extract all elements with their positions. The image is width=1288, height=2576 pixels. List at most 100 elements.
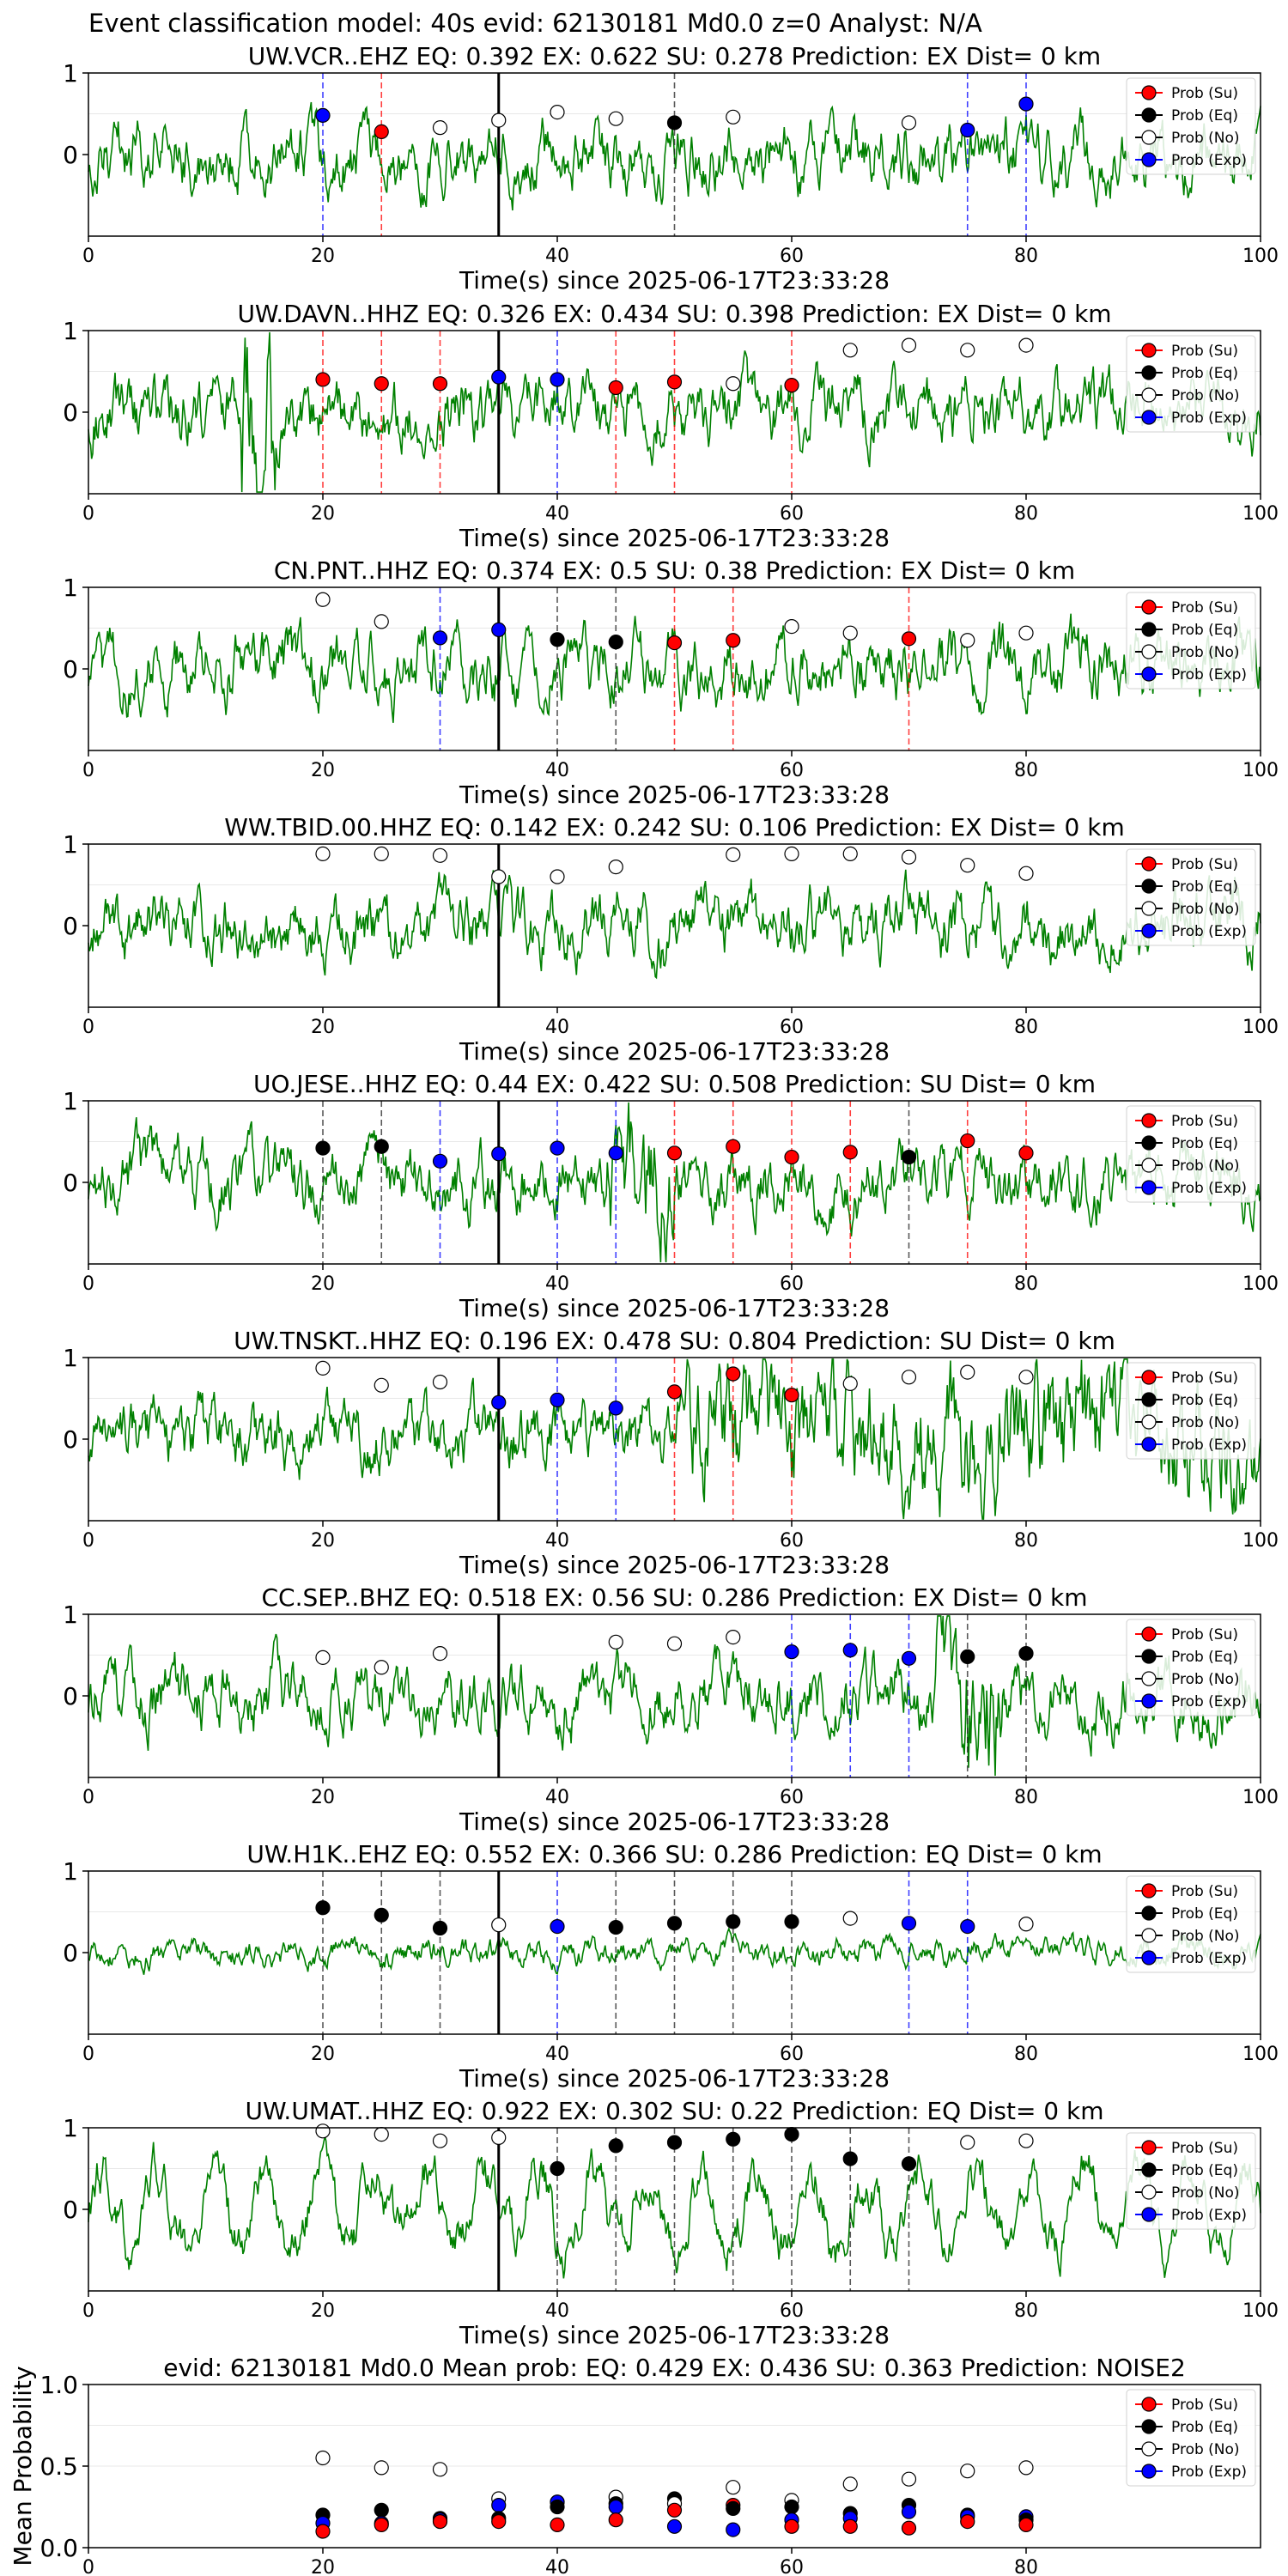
legend-marker-exp bbox=[1141, 666, 1157, 682]
prob-point-su bbox=[960, 1133, 975, 1149]
legend-marker-su bbox=[1141, 1113, 1157, 1128]
prob-point-no bbox=[608, 111, 623, 126]
legend-box bbox=[1126, 1105, 1256, 1203]
x-tick-label: 60 bbox=[780, 1273, 804, 1295]
legend-marker-exp bbox=[1141, 410, 1157, 425]
prob-point-no bbox=[901, 115, 917, 131]
legend-label: Prob (Su) bbox=[1171, 1883, 1238, 1900]
legend-label: Prob (Exp) bbox=[1171, 1437, 1247, 1454]
legend-label: Prob (Exp) bbox=[1171, 1693, 1247, 1710]
x-tick-label: 0 bbox=[82, 503, 94, 525]
prob-point-su bbox=[374, 124, 389, 139]
prob-point-exp bbox=[842, 1643, 858, 1658]
prob-point-no bbox=[374, 1660, 389, 1675]
legend-marker-exp bbox=[1141, 1437, 1157, 1452]
legend-marker-exp bbox=[1141, 923, 1157, 939]
x-tick-label: 80 bbox=[1014, 760, 1038, 781]
y-tick-label: 1 bbox=[63, 1857, 78, 1886]
legend-marker-no bbox=[1141, 1928, 1157, 1943]
prob-point-eq bbox=[666, 1916, 683, 1931]
prob-point-eq bbox=[666, 2135, 683, 2150]
legend-marker-eq bbox=[1141, 878, 1157, 894]
prob-point-eq bbox=[901, 2156, 917, 2172]
prob-point-no bbox=[491, 2129, 507, 2145]
x-tick-label: 0 bbox=[82, 2300, 94, 2322]
x-tick-label: 80 bbox=[1014, 503, 1038, 525]
prob-point-no bbox=[432, 120, 448, 136]
prob-point-no bbox=[315, 846, 331, 862]
prob-point-eq bbox=[726, 2500, 741, 2516]
legend-label: Prob (Eq) bbox=[1171, 2162, 1238, 2179]
subplot-title: WW.TBID.00.HHZ EQ: 0.142 EX: 0.242 SU: 0… bbox=[224, 813, 1125, 841]
legend-label: Prob (Eq) bbox=[1171, 622, 1238, 639]
legend-box bbox=[1126, 592, 1256, 690]
subplot-2: UW.DAVN..HHZ EQ: 0.326 EX: 0.434 SU: 0.3… bbox=[63, 300, 1279, 552]
legend-marker-su bbox=[1141, 2140, 1157, 2155]
legend-marker-no bbox=[1141, 1671, 1157, 1686]
y-tick-label: 1 bbox=[63, 1601, 78, 1629]
subplot-title: UW.TNSKT..HHZ EQ: 0.196 EX: 0.478 SU: 0.… bbox=[234, 1327, 1115, 1355]
prob-point-no bbox=[726, 376, 741, 392]
prob-point-su bbox=[666, 1384, 683, 1400]
prob-point-no bbox=[374, 2127, 389, 2142]
prob-point-exp bbox=[491, 1394, 507, 1410]
prob-point-exp bbox=[550, 372, 565, 387]
x-tick-label: 100 bbox=[1242, 1787, 1279, 1808]
prob-point-no bbox=[960, 1364, 975, 1380]
prob-point-su bbox=[901, 631, 917, 647]
prob-point-no bbox=[726, 1629, 741, 1645]
legend: Prob (Su) Prob (Eq) Prob (No) Prob (Exp) bbox=[1126, 335, 1256, 433]
x-tick-label: 40 bbox=[545, 246, 569, 267]
legend: Prob (Su) Prob (Eq) Prob (No) Prob (Exp) bbox=[1126, 848, 1256, 946]
prob-point-no bbox=[842, 343, 858, 358]
x-tick-label: 20 bbox=[311, 1273, 335, 1295]
prob-point-su bbox=[432, 376, 448, 392]
prob-point-su bbox=[315, 2524, 331, 2539]
x-tick-label: 100 bbox=[1242, 760, 1279, 781]
prob-point-exp bbox=[608, 1145, 623, 1161]
prob-point-eq bbox=[315, 1140, 331, 1156]
y-tick-label: 0 bbox=[63, 141, 78, 169]
x-tick-label: 80 bbox=[1014, 1273, 1038, 1295]
prob-point-su bbox=[666, 2502, 683, 2518]
prob-point-no bbox=[374, 2460, 389, 2476]
prob-point-su bbox=[432, 2514, 448, 2530]
prob-point-no bbox=[315, 1649, 331, 1665]
prob-point-no bbox=[1018, 1917, 1034, 1932]
legend: Prob (Su) Prob (Eq) Prob (No) Prob (Exp) bbox=[1126, 1362, 1256, 1460]
subplot-8: UW.H1K..EHZ EQ: 0.552 EX: 0.366 SU: 0.28… bbox=[63, 1840, 1279, 2093]
x-tick-label: 100 bbox=[1242, 503, 1279, 525]
prob-point-no bbox=[842, 846, 858, 862]
subplot-title: evid: 62130181 Md0.0 Mean prob: EQ: 0.42… bbox=[163, 2354, 1186, 2382]
legend-box bbox=[1126, 1619, 1256, 1716]
y-tick-label: 0.0 bbox=[39, 2534, 78, 2562]
prob-point-eq bbox=[666, 115, 683, 131]
prob-point-eq bbox=[1018, 1645, 1034, 1662]
x-axis-label: Time(s) since 2025-06-17T23:33:28 bbox=[459, 781, 890, 809]
x-tick-label: 0 bbox=[82, 1530, 94, 1552]
prob-point-su bbox=[666, 635, 683, 651]
subplot-7: CC.SEP..BHZ EQ: 0.518 EX: 0.56 SU: 0.286… bbox=[63, 1583, 1279, 1836]
legend: Prob (Su) Prob (Eq) Prob (No) Prob (Exp) bbox=[1126, 77, 1256, 175]
prob-point-no bbox=[315, 1360, 331, 1376]
x-axis-label: Time(s) since 2025-06-17T23:33:28 bbox=[459, 1807, 890, 1836]
legend: Prob (Su) Prob (Eq) Prob (No) Prob (Exp) bbox=[1126, 1875, 1256, 1973]
subplot-title: UW.UMAT..HHZ EQ: 0.922 EX: 0.302 SU: 0.2… bbox=[245, 2097, 1103, 2125]
prob-point-su bbox=[726, 1366, 741, 1382]
legend-marker-exp bbox=[1141, 1950, 1157, 1965]
legend: Prob (Su) Prob (Eq) Prob (No) Prob (Exp) bbox=[1126, 2132, 1256, 2230]
prob-point-no bbox=[901, 1370, 917, 1385]
x-tick-label: 0 bbox=[82, 1273, 94, 1295]
prob-point-exp bbox=[432, 630, 448, 646]
legend-label: Prob (No) bbox=[1171, 1671, 1240, 1688]
prob-point-eq bbox=[374, 1907, 389, 1923]
prob-point-su bbox=[666, 374, 683, 390]
legend-marker-su bbox=[1141, 2397, 1157, 2412]
subplot-3: CN.PNT..HHZ EQ: 0.374 EX: 0.5 SU: 0.38 P… bbox=[63, 556, 1279, 809]
prob-point-no bbox=[432, 1374, 448, 1390]
x-tick-label: 40 bbox=[545, 503, 569, 525]
prob-point-exp bbox=[315, 107, 331, 123]
prob-point-su bbox=[608, 380, 623, 396]
prob-point-exp bbox=[784, 1644, 799, 1660]
x-tick-label: 100 bbox=[1242, 1017, 1279, 1038]
